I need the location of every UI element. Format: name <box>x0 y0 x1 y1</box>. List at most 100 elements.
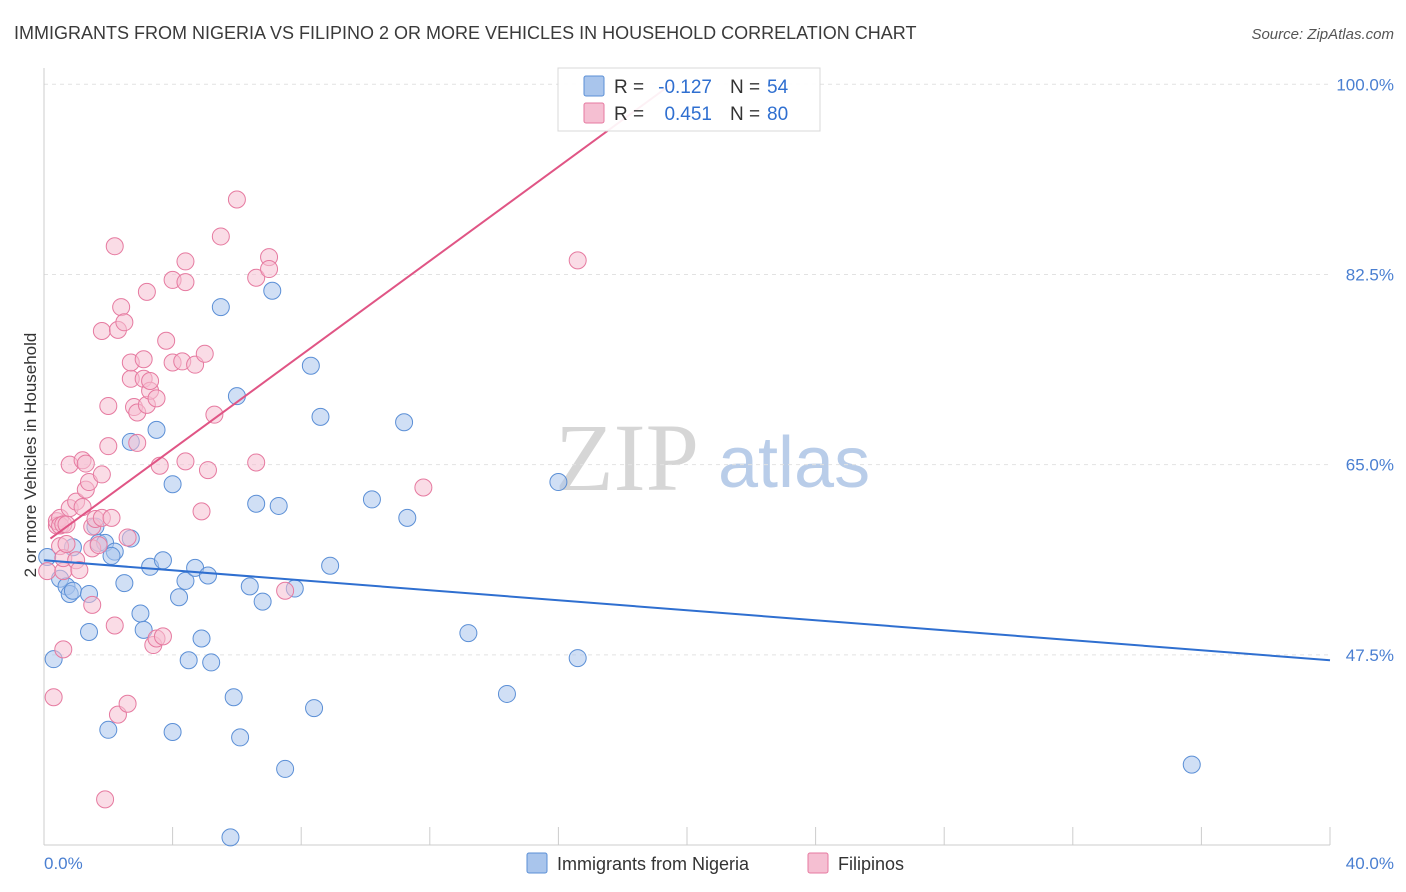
legend-r-value-1: -0.127 <box>658 77 712 98</box>
nigeria-point <box>1182 755 1201 774</box>
legend-r-value-2: 0.451 <box>664 104 712 125</box>
nigeria-point <box>163 722 182 741</box>
x-tick-label-max: 40.0% <box>1346 854 1394 873</box>
y-tick-label: 47.5% <box>1346 646 1394 665</box>
y-tick-label: 82.5% <box>1346 265 1394 284</box>
nigeria-point <box>224 688 243 707</box>
filipinos-point <box>38 562 57 581</box>
bottom-legend: Immigrants from Nigeria Filipinos <box>526 852 904 874</box>
nigeria-point <box>163 475 182 494</box>
nigeria-point <box>80 623 99 642</box>
bottom-legend-swatch-filipinos <box>807 852 829 874</box>
filipinos-point <box>128 433 147 452</box>
nigeria-point <box>568 649 587 668</box>
bottom-legend-label-filipinos: Filipinos <box>838 854 904 874</box>
filipinos-point <box>414 478 433 497</box>
filipinos-point <box>176 252 195 271</box>
trend-line-filipinos <box>49 81 675 540</box>
filipinos-point <box>198 461 217 480</box>
filipinos-point <box>115 313 134 332</box>
nigeria-point <box>497 684 516 703</box>
filipinos-point <box>205 405 224 424</box>
legend-box: R = -0.127 N = 54 R = 0.451 N = 80 <box>557 67 821 132</box>
nigeria-point <box>198 566 217 585</box>
filipinos-point <box>211 227 230 246</box>
nigeria-point <box>263 281 282 300</box>
watermark-atlas: atlas <box>718 423 870 503</box>
bottom-legend-swatch-nigeria <box>526 852 548 874</box>
series-nigeria-points <box>38 281 1201 847</box>
nigeria-point <box>221 828 240 847</box>
nigeria-point <box>192 629 211 648</box>
x-tick-label-min: 0.0% <box>44 854 83 873</box>
source-label: Source: ZipAtlas.com <box>1251 26 1394 43</box>
filipinos-point <box>102 508 121 527</box>
nigeria-point <box>459 624 478 643</box>
filipinos-point <box>57 534 76 553</box>
filipinos-point <box>92 321 111 340</box>
filipinos-point <box>276 581 295 600</box>
trend-line-nigeria <box>43 559 1331 662</box>
filipinos-point <box>153 627 172 646</box>
legend-swatch-filipinos <box>583 102 605 124</box>
filipinos-point <box>247 453 266 472</box>
filipinos-point <box>118 694 137 713</box>
axes <box>43 68 1331 846</box>
filipinos-point <box>176 273 195 292</box>
y-tick-label: 65.0% <box>1346 456 1394 475</box>
nigeria-point <box>63 581 82 600</box>
nigeria-point <box>240 577 259 596</box>
nigeria-point <box>102 546 121 565</box>
nigeria-point <box>179 651 198 670</box>
legend-n-value-2: 80 <box>767 104 788 125</box>
y-tick-label: 100.0% <box>1336 75 1394 94</box>
chart-title: IMMIGRANTS FROM NIGERIA VS FILIPINO 2 OR… <box>14 23 916 43</box>
filipinos-point <box>99 396 118 415</box>
legend-n-label-1: N = <box>730 77 760 98</box>
nigeria-point <box>311 407 330 426</box>
legend-swatch-nigeria <box>583 75 605 97</box>
nigeria-point <box>398 508 417 527</box>
filipinos-point <box>76 454 95 473</box>
bottom-legend-label-nigeria: Immigrants from Nigeria <box>557 854 750 874</box>
nigeria-point <box>153 551 172 570</box>
filipinos-point <box>134 350 153 369</box>
nigeria-point <box>147 420 166 439</box>
legend-r-label-2: R = <box>614 104 644 125</box>
filipinos-point <box>83 595 102 614</box>
nigeria-point <box>305 699 324 718</box>
nigeria-point <box>276 759 295 778</box>
filipinos-point <box>89 536 108 555</box>
nigeria-point <box>231 728 250 747</box>
nigeria-point <box>253 592 272 611</box>
filipinos-point <box>157 331 176 350</box>
nigeria-point <box>362 490 381 509</box>
filipinos-point <box>147 389 166 408</box>
nigeria-point <box>131 604 150 623</box>
filipinos-point <box>118 528 137 547</box>
filipinos-point <box>70 561 89 580</box>
trend-lines <box>43 81 1331 662</box>
nigeria-point <box>549 473 568 492</box>
nigeria-point <box>134 620 153 639</box>
filipinos-point <box>54 640 73 659</box>
series-filipinos-points <box>38 190 587 809</box>
legend-n-label-2: N = <box>730 104 760 125</box>
filipinos-point <box>96 790 115 809</box>
watermark: ZIP atlas <box>555 404 870 511</box>
filipinos-point <box>137 282 156 301</box>
filipinos-point <box>105 616 124 635</box>
nigeria-point <box>115 574 134 593</box>
filipinos-point <box>176 452 195 471</box>
filipinos-point <box>227 190 246 209</box>
nigeria-point <box>321 556 340 575</box>
nigeria-point <box>99 720 118 739</box>
filipinos-point <box>73 498 92 517</box>
filipinos-point <box>99 437 118 456</box>
filipinos-point <box>112 298 131 317</box>
legend-n-value-1: 54 <box>767 77 789 98</box>
filipinos-point <box>92 465 111 484</box>
nigeria-point <box>211 298 230 317</box>
filipinos-point <box>105 237 124 256</box>
